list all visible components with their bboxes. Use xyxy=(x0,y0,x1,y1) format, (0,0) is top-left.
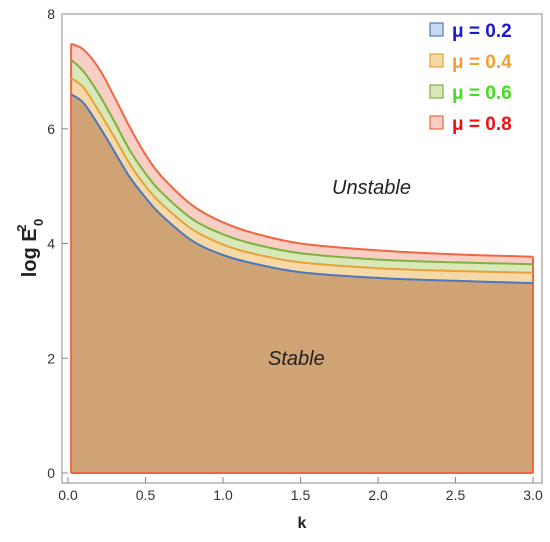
x-tick-label: 3.0 xyxy=(523,487,543,503)
plot-frame xyxy=(61,13,543,484)
x-tick-label: 2.5 xyxy=(446,487,466,503)
band--0-8 xyxy=(71,43,533,265)
band--0-6 xyxy=(71,59,533,273)
y-tick-label: 0 xyxy=(47,465,55,481)
region-label-stable: Stable xyxy=(268,348,325,370)
band--0-4 xyxy=(71,78,533,284)
region-label-unstable: Unstable xyxy=(332,177,411,199)
x-tick-label: 1.5 xyxy=(291,487,311,503)
legend-label: μ = 0.6 xyxy=(452,83,512,104)
legend-label: μ = 0.8 xyxy=(452,114,512,135)
y-axis-label: log E 2 0 xyxy=(9,219,46,277)
chart-ticks: 0.0 0.5 1.0 1.5 2.0 2.5 3.0 0 2 4 6 8 xyxy=(47,6,543,503)
x-tick-label: 2.0 xyxy=(368,487,388,503)
x-axis-label: k xyxy=(298,515,307,532)
y-tick-label: 6 xyxy=(47,121,55,137)
series-line--0-8 xyxy=(70,42,534,258)
chart-lines xyxy=(70,42,534,474)
y-axis-label-sub: 0 xyxy=(31,219,46,226)
chart-areas xyxy=(71,43,533,474)
y-axis-label-sup: 2 xyxy=(14,225,29,232)
y-axis-label-main: log E xyxy=(19,228,41,277)
series-line--0-2 xyxy=(70,93,534,285)
legend-swatch xyxy=(429,22,444,37)
y-tick-label: 2 xyxy=(47,350,55,366)
y-tick-label: 8 xyxy=(47,6,55,22)
svg-text:log E 2 0: log E 2 0 xyxy=(9,219,46,277)
legend: μ = 0.2 μ = 0.4 μ = 0.6 μ = 0.8 xyxy=(429,21,512,135)
stable-region-area xyxy=(71,94,533,474)
stable-region-edge xyxy=(70,43,534,474)
x-tick-label: 0.0 xyxy=(58,487,78,503)
legend-label: μ = 0.2 xyxy=(452,21,512,42)
series-line--0-6 xyxy=(70,59,534,266)
legend-label: μ = 0.4 xyxy=(452,52,512,73)
legend-swatch xyxy=(429,53,444,68)
legend-swatch xyxy=(429,84,444,99)
y-tick-label: 4 xyxy=(47,236,55,252)
legend-swatch xyxy=(429,115,444,130)
x-tick-label: 0.5 xyxy=(136,487,156,503)
series-line--0-4 xyxy=(70,77,534,274)
x-tick-label: 1.0 xyxy=(213,487,233,503)
